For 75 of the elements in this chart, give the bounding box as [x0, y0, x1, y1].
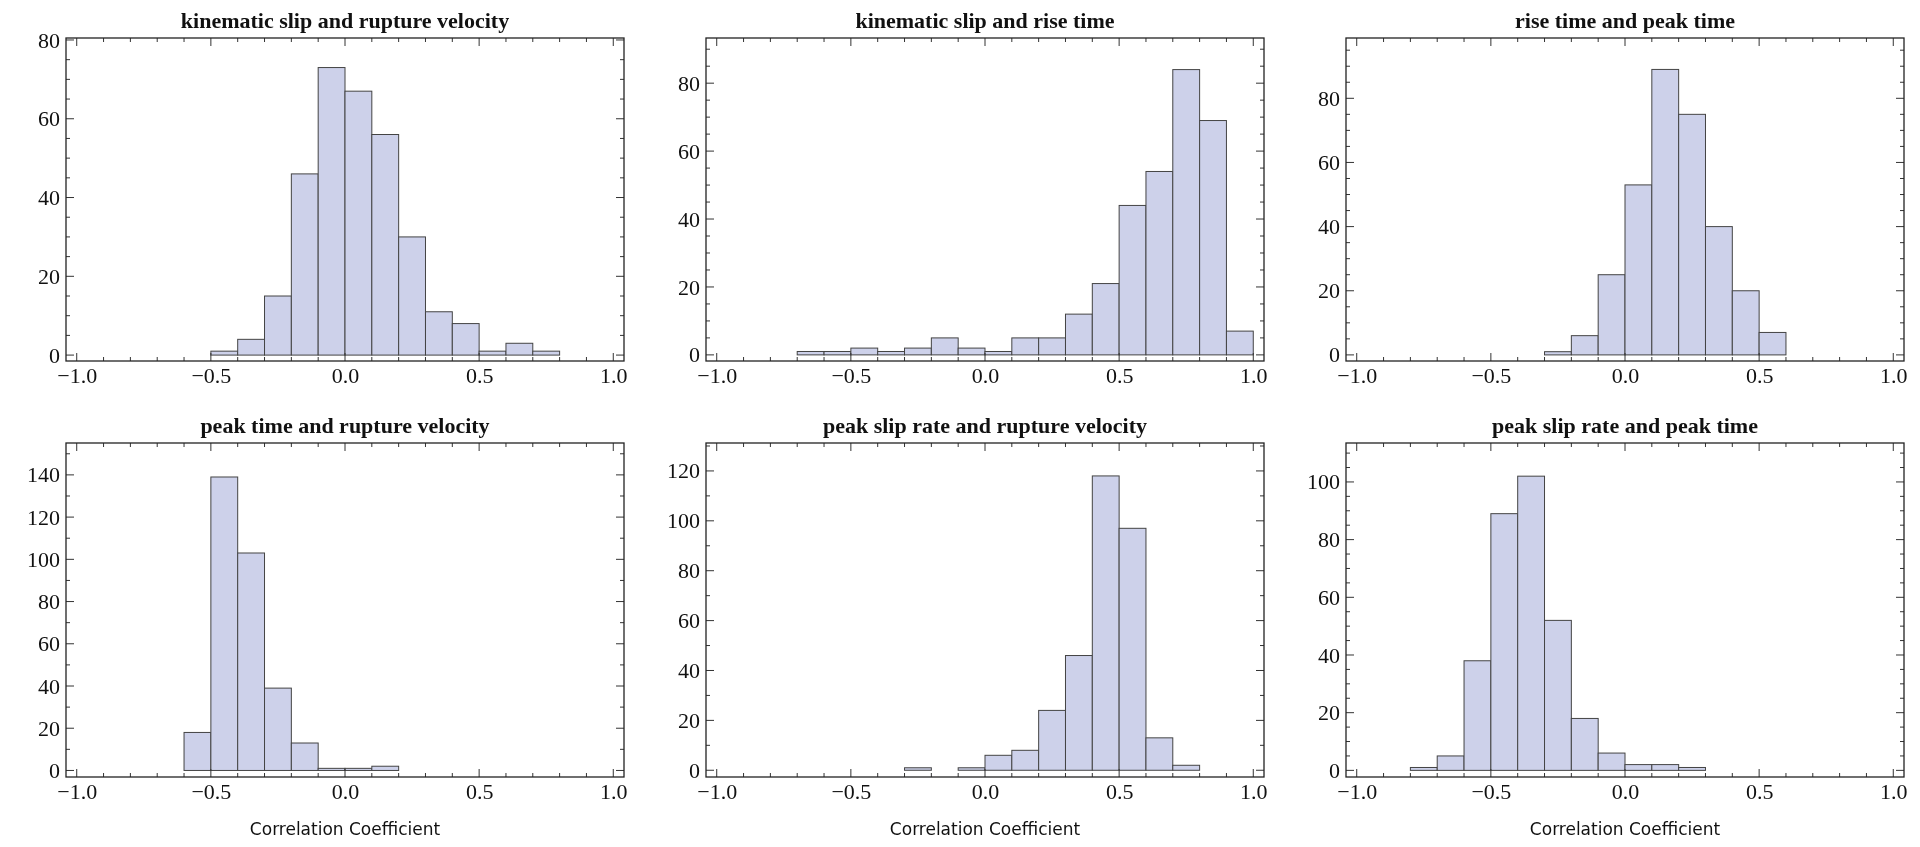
y-tick-label: 20 [1318, 700, 1340, 726]
x-tick-label: −0.5 [1471, 778, 1512, 804]
x-tick-label: −0.5 [831, 778, 872, 804]
y-tick-label: 60 [38, 631, 60, 657]
x-tick-label: 0.5 [465, 778, 494, 804]
y-tick-label: 140 [27, 462, 60, 488]
x-tick-label: −0.5 [191, 778, 232, 804]
y-tick-label: 40 [38, 673, 60, 699]
x-tick-label: 1.0 [1240, 362, 1268, 388]
y-tick-label: 20 [38, 715, 60, 741]
x-tick-label: 0.5 [465, 362, 494, 388]
x-tick-label: 0.5 [1745, 778, 1774, 804]
y-tick-label: 80 [38, 589, 60, 615]
y-tick-label: 0 [49, 758, 60, 783]
y-tick-label: 20 [38, 263, 60, 289]
x-tick-label: 0.0 [1611, 778, 1640, 804]
x-tick-label: 0.0 [331, 362, 360, 388]
x-tick-label: 1.0 [600, 778, 628, 804]
y-tick-label: 100 [1307, 469, 1340, 495]
x-tick-label: −0.5 [1471, 362, 1512, 388]
y-tick-label: 40 [678, 206, 700, 232]
x-tick-label: −1.0 [1337, 778, 1378, 804]
y-tick-label: 80 [38, 27, 60, 53]
y-tick-label: 120 [27, 504, 60, 530]
x-tick-label: 0.5 [1745, 362, 1774, 388]
y-tick-label: 80 [1318, 527, 1340, 553]
chart-title: kinematic slip and rupture velocity [180, 8, 510, 33]
y-tick-label: 40 [1318, 642, 1340, 668]
x-tick-label: −1.0 [57, 778, 98, 804]
y-tick-label: 60 [1318, 584, 1340, 610]
x-tick-label: −0.5 [831, 362, 872, 388]
x-tick-label: −0.5 [191, 362, 232, 388]
y-tick-label: 20 [1318, 278, 1340, 304]
y-tick-label: 20 [678, 707, 700, 733]
y-tick-label: 100 [667, 508, 700, 534]
chart-title: kinematic slip and rise time [855, 8, 1115, 33]
y-tick-label: 60 [1318, 149, 1340, 175]
chart-title: peak time and rupture velocity [200, 413, 490, 438]
x-axis-title: Correlation Coefficient [889, 819, 1081, 839]
x-tick-label: 1.0 [600, 362, 628, 388]
y-tick-label: 40 [1318, 214, 1340, 240]
chart-title: rise time and peak time [1515, 8, 1736, 33]
y-tick-label: 0 [689, 757, 700, 783]
x-tick-label: 1.0 [1880, 362, 1908, 388]
y-tick-label: 0 [689, 342, 700, 368]
y-tick-label: 120 [667, 458, 700, 484]
y-tick-label: 60 [38, 106, 60, 132]
y-tick-label: 60 [678, 608, 700, 634]
x-tick-label: −1.0 [1337, 362, 1378, 388]
x-tick-label: 0.0 [971, 778, 1000, 804]
chart-title: peak slip rate and peak time [1492, 413, 1759, 438]
x-tick-label: −1.0 [697, 778, 738, 804]
x-tick-label: 1.0 [1880, 778, 1908, 804]
x-axis-title: Correlation Coefficient [249, 819, 441, 839]
y-tick-label: 100 [27, 546, 60, 572]
x-tick-label: 0.0 [1611, 362, 1640, 388]
x-tick-label: 0.0 [331, 778, 360, 804]
y-tick-label: 40 [38, 185, 60, 211]
y-tick-label: 0 [1329, 757, 1340, 783]
x-tick-label: −1.0 [57, 362, 98, 388]
y-tick-label: 80 [1318, 85, 1340, 111]
y-tick-label: 80 [678, 70, 700, 96]
x-axis-title: Correlation Coefficient [1529, 819, 1721, 839]
y-tick-label: 80 [678, 558, 700, 584]
chart-title: peak slip rate and rupture velocity [822, 413, 1148, 438]
y-tick-label: 0 [1329, 342, 1340, 368]
x-tick-label: 0.5 [1105, 362, 1134, 388]
x-tick-label: −1.0 [697, 362, 738, 388]
x-tick-label: 1.0 [1240, 778, 1268, 804]
y-tick-label: 40 [678, 658, 700, 684]
x-tick-label: 0.5 [1105, 778, 1134, 804]
x-tick-label: 0.0 [971, 362, 1000, 388]
y-tick-label: 60 [678, 138, 700, 164]
y-tick-label: 20 [678, 274, 700, 300]
y-tick-label: 0 [49, 342, 60, 368]
